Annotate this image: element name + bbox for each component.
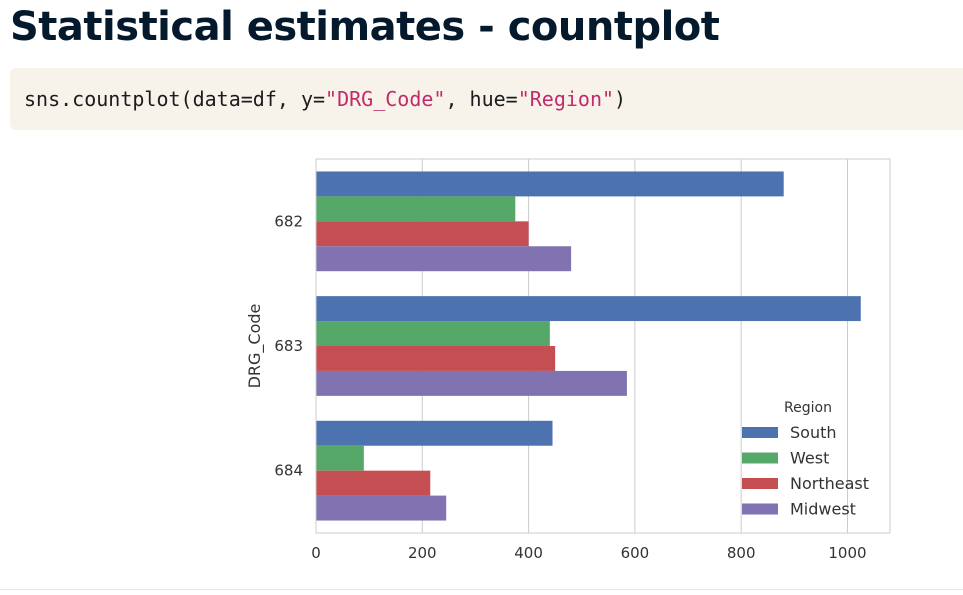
x-tick-label: 0 — [311, 544, 321, 562]
bar-684-south — [316, 420, 553, 446]
bar-682-west — [316, 196, 516, 222]
bars — [316, 171, 861, 521]
x-tick-label: 1000 — [828, 544, 866, 562]
bar-682-northeast — [316, 221, 529, 247]
legend-label-west: West — [790, 449, 829, 468]
x-tick-label: 600 — [621, 544, 650, 562]
bar-683-northeast — [316, 346, 556, 371]
bar-682-midwest — [316, 246, 572, 272]
y-tick-label: 682 — [274, 212, 303, 230]
plot-frame — [315, 158, 891, 534]
code-prefix: sns.countplot(data=df, y= — [24, 87, 326, 111]
legend-swatch-northeast — [742, 478, 778, 489]
y-axis-label: DRG_Code — [245, 304, 265, 389]
code-middle: , hue= — [445, 87, 518, 111]
legend-swatch-south — [742, 427, 778, 438]
x-tick-label: 200 — [408, 544, 437, 562]
legend: Region South West Northeast Midwest — [742, 400, 869, 519]
y-tick-labels: 682 683 684 — [274, 212, 303, 479]
bar-684-northeast — [316, 470, 431, 496]
slide-title: Statistical estimates - countplot — [10, 4, 720, 50]
bar-684-midwest — [316, 495, 447, 521]
code-block: sns.countplot(data=df, y= "DRG_Code", hue… — [10, 68, 963, 130]
x-tick-labels: 0 200 400 600 800 1000 — [311, 544, 866, 562]
bottom-divider — [0, 589, 963, 590]
bar-684-west — [316, 445, 364, 471]
code-string-hue: "Region" — [517, 87, 615, 111]
bar-683-midwest — [316, 370, 627, 396]
legend-title: Region — [784, 400, 832, 416]
bar-683-west — [316, 321, 550, 346]
code-string-y: "DRG_Code" — [325, 87, 446, 111]
legend-label-midwest: Midwest — [790, 500, 856, 519]
legend-swatch-west — [742, 452, 778, 464]
y-tick-label: 683 — [274, 337, 303, 355]
code-suffix: ) — [614, 87, 627, 111]
x-tick-label: 400 — [514, 544, 543, 562]
legend-swatch-midwest — [742, 503, 778, 515]
legend-label-south: South — [790, 423, 837, 442]
y-tick-label: 684 — [274, 462, 303, 480]
bar-683-south — [316, 296, 861, 322]
bar-682-south — [316, 171, 784, 197]
legend-label-northeast: Northeast — [790, 474, 869, 493]
x-tick-label: 800 — [727, 544, 756, 562]
